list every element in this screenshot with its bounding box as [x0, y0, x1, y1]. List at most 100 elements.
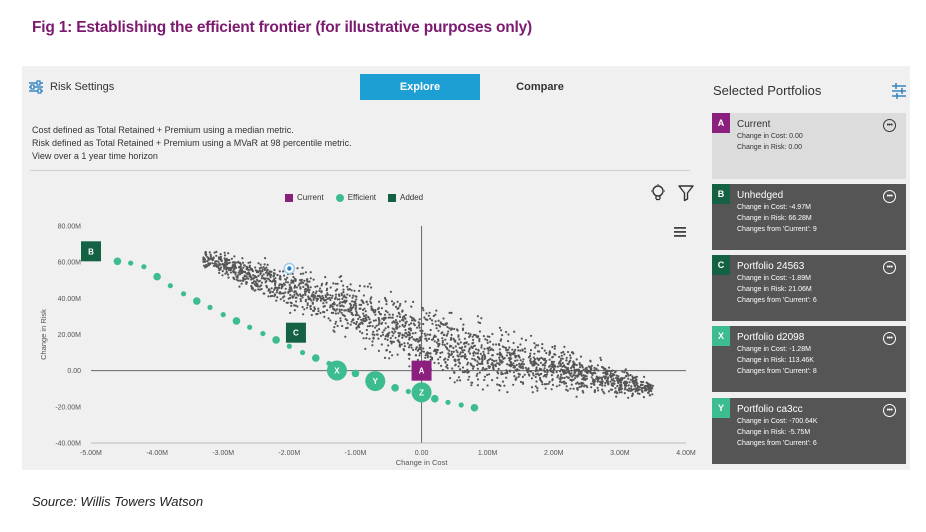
legend-item-efficient[interactable]: Efficient — [335, 193, 376, 202]
efficient-point[interactable] — [167, 283, 173, 289]
efficient-point[interactable] — [128, 260, 134, 266]
portfolio-point — [299, 298, 302, 301]
portfolio-point — [441, 341, 444, 344]
efficient-point[interactable] — [405, 388, 411, 395]
efficient-point[interactable] — [430, 394, 439, 403]
portfolio-point — [303, 279, 306, 282]
tab-compare[interactable]: Compare — [516, 81, 564, 93]
portfolio-point — [298, 282, 301, 285]
efficient-point[interactable] — [311, 354, 320, 362]
efficient-point[interactable] — [192, 297, 201, 305]
more-options-icon[interactable]: ••• — [883, 190, 896, 203]
more-options-icon[interactable]: ••• — [883, 119, 896, 132]
portfolio-point — [387, 344, 390, 347]
efficient-point[interactable] — [207, 304, 213, 310]
portfolio-point — [408, 365, 411, 368]
marker-a[interactable] — [411, 360, 432, 381]
marker-z[interactable] — [411, 382, 432, 403]
risk-settings-button[interactable]: Risk Settings — [28, 80, 114, 94]
portfolio-point — [569, 354, 572, 357]
efficient-point[interactable] — [260, 330, 266, 337]
selected-point[interactable] — [287, 266, 292, 271]
portfolio-point — [338, 276, 341, 279]
portfolio-point — [631, 392, 634, 395]
portfolio-point — [593, 389, 597, 392]
efficient-point[interactable] — [299, 349, 306, 356]
portfolio-point — [380, 322, 383, 325]
efficient-point[interactable] — [220, 312, 226, 318]
portfolio-point — [604, 377, 607, 380]
efficient-point[interactable] — [351, 369, 360, 378]
tab-explore[interactable]: Explore — [360, 74, 480, 100]
portfolio-point — [314, 292, 317, 295]
efficient-point[interactable] — [153, 272, 161, 281]
portfolio-point — [506, 351, 509, 354]
legend-label: Added — [400, 193, 424, 202]
adjust-icon[interactable] — [890, 82, 908, 100]
portfolio-point — [570, 372, 573, 375]
efficient-point[interactable] — [232, 317, 241, 325]
portfolio-card-24563[interactable]: C Portfolio 24563 Change in Cost: -1.89M… — [712, 255, 906, 321]
y-tick-label: 20.00M — [58, 332, 82, 339]
portfolio-point — [445, 365, 448, 368]
more-options-icon[interactable]: ••• — [883, 261, 896, 274]
portfolio-point — [631, 394, 634, 398]
portfolio-point — [349, 323, 352, 326]
efficient-point[interactable] — [272, 336, 280, 344]
portfolio-point — [362, 312, 365, 315]
efficient-point[interactable] — [470, 403, 479, 412]
portfolio-point — [492, 367, 495, 370]
hamburger-menu-icon[interactable] — [674, 227, 686, 237]
portfolio-point — [448, 349, 451, 352]
portfolio-point — [333, 301, 336, 304]
efficient-point[interactable] — [391, 384, 399, 392]
efficient-point[interactable] — [180, 291, 187, 297]
legend-item-added[interactable]: Added — [388, 193, 423, 202]
portfolio-card-current[interactable]: A Current Change in Cost: 0.00 Change in… — [712, 113, 906, 179]
efficient-point[interactable] — [113, 257, 122, 266]
efficient-point[interactable] — [458, 402, 464, 408]
more-options-icon[interactable]: ••• — [883, 332, 896, 345]
more-options-icon[interactable]: ••• — [883, 404, 896, 417]
portfolio-point — [563, 382, 566, 385]
efficient-point[interactable] — [247, 324, 253, 330]
portfolio-point — [230, 257, 233, 260]
portfolio-point — [424, 354, 427, 357]
portfolio-point — [434, 313, 437, 316]
portfolio-card-d2098[interactable]: X Portfolio d2098 Change in Cost: -1.28M… — [712, 326, 906, 392]
marker-b[interactable] — [81, 241, 101, 262]
marker-c[interactable] — [285, 322, 306, 343]
portfolio-point — [385, 349, 388, 352]
portfolio-point — [313, 295, 316, 298]
efficient-point[interactable] — [286, 343, 292, 349]
portfolio-point — [589, 366, 592, 369]
marker-y[interactable] — [365, 371, 386, 392]
portfolio-card-unhedged[interactable]: B Unhedged Change in Cost: -4.97M Change… — [712, 184, 906, 250]
portfolio-point — [535, 344, 538, 347]
lightbulb-icon[interactable] — [650, 184, 666, 202]
portfolio-point — [570, 369, 573, 372]
portfolio-point — [430, 358, 434, 361]
portfolio-point — [534, 375, 537, 379]
portfolio-point — [464, 353, 467, 356]
marker-x[interactable] — [326, 360, 347, 381]
portfolio-point — [572, 361, 575, 365]
portfolio-point — [505, 369, 508, 372]
legend-item-current[interactable]: Current — [285, 193, 324, 202]
portfolio-card-ca3cc[interactable]: Y Portfolio ca3cc Change in Cost: -700.6… — [712, 398, 906, 464]
portfolio-point — [597, 369, 600, 372]
efficient-point[interactable] — [445, 399, 451, 405]
portfolio-point — [326, 297, 329, 300]
portfolio-point — [437, 319, 440, 322]
portfolio-point — [234, 273, 237, 276]
portfolio-point — [619, 387, 622, 390]
efficient-point[interactable] — [141, 264, 147, 270]
filter-icon[interactable] — [678, 184, 694, 202]
portfolio-point — [286, 276, 289, 279]
portfolio-point — [424, 334, 427, 337]
portfolio-point — [410, 319, 414, 322]
portfolio-point — [301, 266, 304, 269]
portfolio-point — [420, 350, 423, 353]
portfolio-point — [226, 266, 229, 270]
portfolio-point — [224, 272, 227, 275]
